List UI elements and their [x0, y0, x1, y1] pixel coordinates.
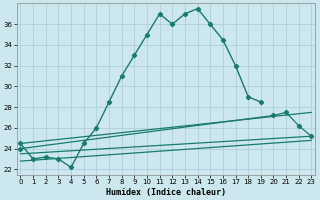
- X-axis label: Humidex (Indice chaleur): Humidex (Indice chaleur): [106, 188, 226, 197]
